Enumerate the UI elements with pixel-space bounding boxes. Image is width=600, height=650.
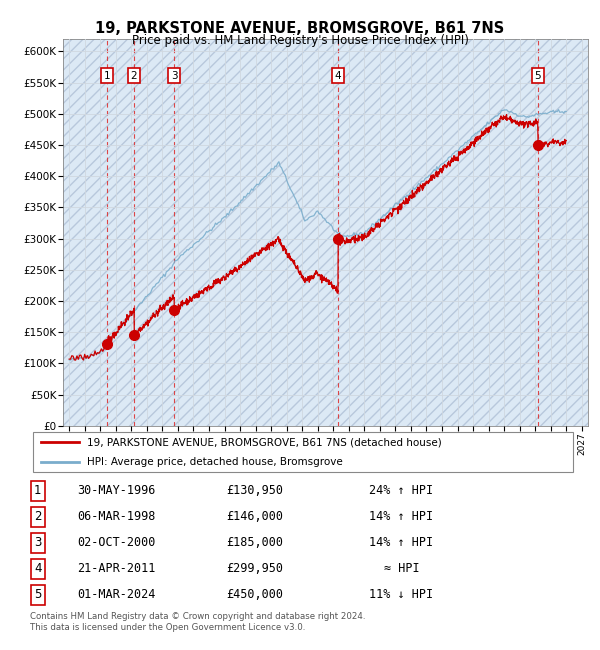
Text: 2: 2 [131,71,137,81]
Text: 5: 5 [535,71,541,81]
Text: £130,950: £130,950 [226,484,283,497]
Text: HPI: Average price, detached house, Bromsgrove: HPI: Average price, detached house, Brom… [88,457,343,467]
Text: 14% ↑ HPI: 14% ↑ HPI [370,510,434,523]
Text: 1: 1 [103,71,110,81]
Text: 3: 3 [171,71,178,81]
Text: £146,000: £146,000 [226,510,283,523]
Text: 1: 1 [34,484,41,497]
Text: 30-MAY-1996: 30-MAY-1996 [77,484,156,497]
Text: 06-MAR-1998: 06-MAR-1998 [77,510,156,523]
Text: £299,950: £299,950 [226,562,283,575]
Text: Contains HM Land Registry data © Crown copyright and database right 2024.
This d: Contains HM Land Registry data © Crown c… [30,612,365,632]
Text: 24% ↑ HPI: 24% ↑ HPI [370,484,434,497]
Text: 21-APR-2011: 21-APR-2011 [77,562,156,575]
Text: £185,000: £185,000 [226,536,283,549]
Text: 14% ↑ HPI: 14% ↑ HPI [370,536,434,549]
Text: 19, PARKSTONE AVENUE, BROMSGROVE, B61 7NS: 19, PARKSTONE AVENUE, BROMSGROVE, B61 7N… [95,21,505,36]
Text: 19, PARKSTONE AVENUE, BROMSGROVE, B61 7NS (detached house): 19, PARKSTONE AVENUE, BROMSGROVE, B61 7N… [88,437,442,447]
Text: 3: 3 [34,536,41,549]
Text: 02-OCT-2000: 02-OCT-2000 [77,536,156,549]
Text: ≈ HPI: ≈ HPI [384,562,419,575]
Text: Price paid vs. HM Land Registry's House Price Index (HPI): Price paid vs. HM Land Registry's House … [131,34,469,47]
Text: £450,000: £450,000 [226,588,283,601]
Text: 2: 2 [34,510,41,523]
Text: 4: 4 [335,71,341,81]
Text: 11% ↓ HPI: 11% ↓ HPI [370,588,434,601]
Text: 4: 4 [34,562,41,575]
FancyBboxPatch shape [33,432,573,472]
Text: 01-MAR-2024: 01-MAR-2024 [77,588,156,601]
Text: 5: 5 [34,588,41,601]
